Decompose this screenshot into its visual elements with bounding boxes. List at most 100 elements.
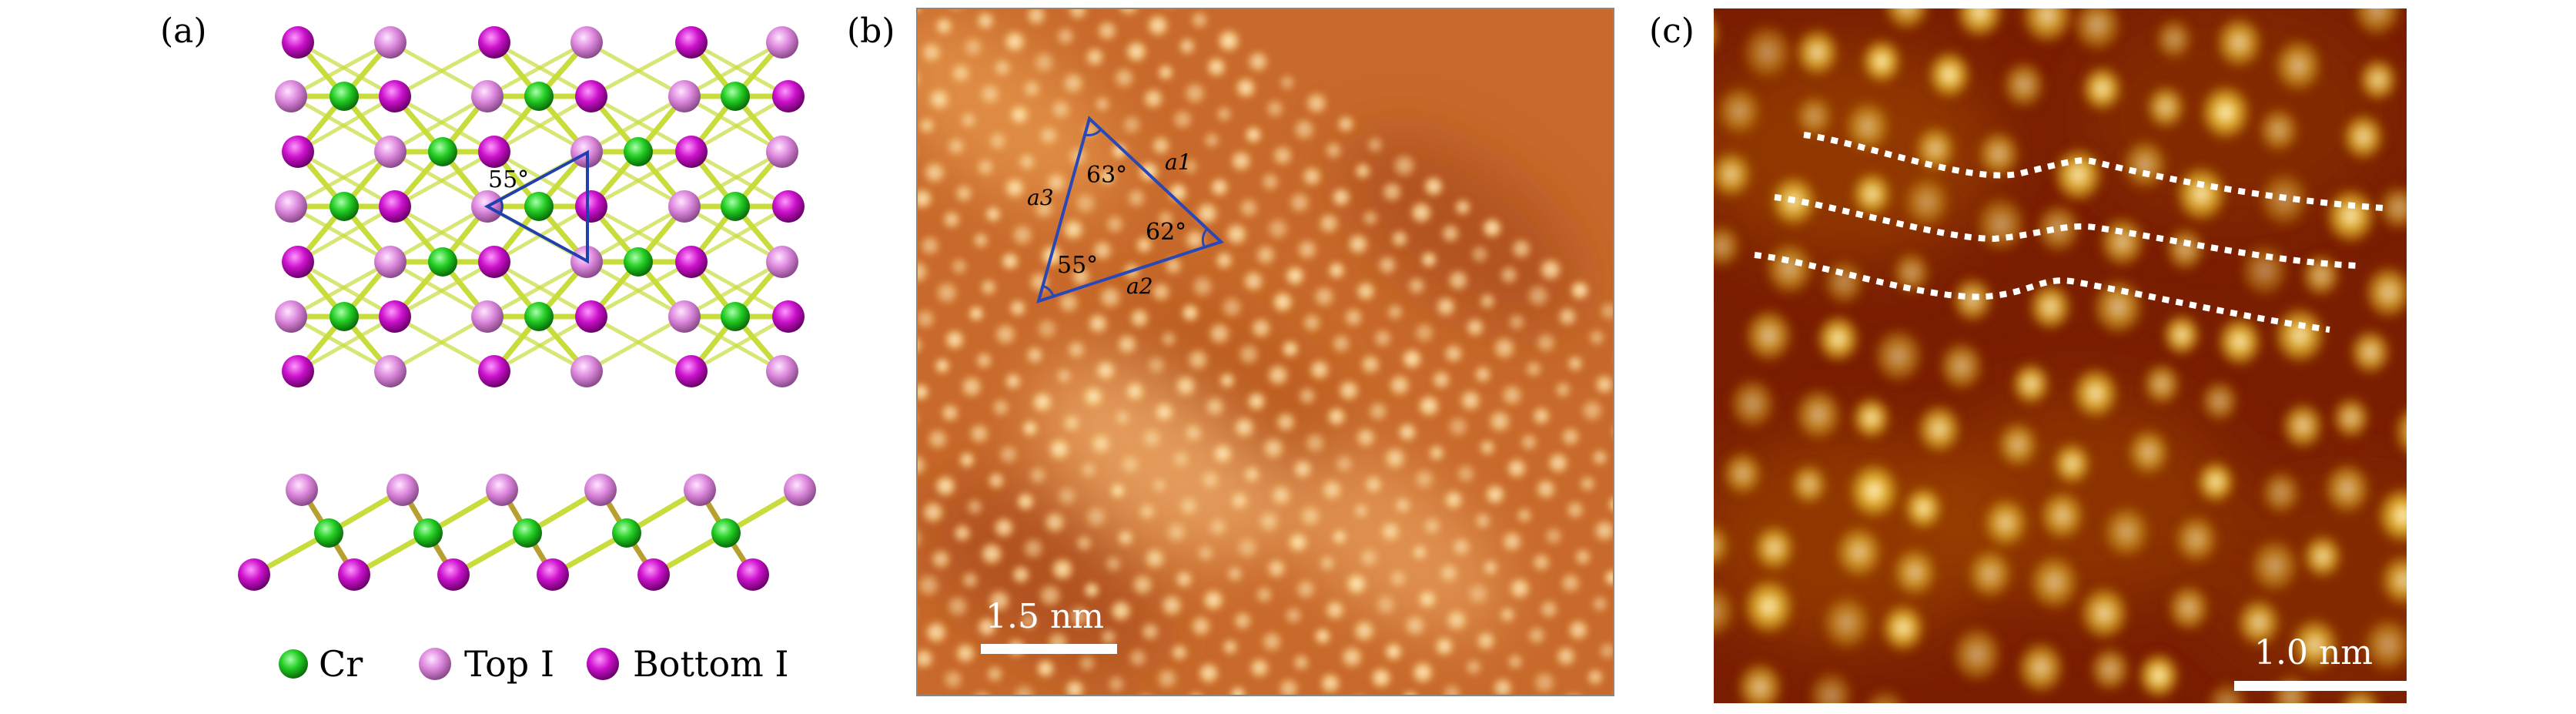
stm-spot [1412, 320, 1437, 345]
stm-spot [1556, 305, 1579, 328]
stm-spot [2348, 327, 2393, 377]
bottom-i-atom [737, 558, 769, 591]
stm-spot [986, 588, 1012, 614]
bond [590, 149, 693, 209]
bond [393, 149, 496, 209]
stm-spot [2101, 503, 2153, 560]
top-i-atom [486, 474, 518, 506]
stm-spot [1597, 300, 1614, 323]
stm-spot [1027, 464, 1049, 486]
stm-spot [917, 572, 942, 598]
stm-spot [932, 356, 952, 376]
stm-spot [1346, 232, 1370, 256]
stm-spot [1453, 197, 1473, 217]
stm-spot [2361, 615, 2407, 675]
stm-spot [1807, 669, 1855, 703]
bond [486, 40, 588, 99]
stm-spot [1260, 171, 1281, 193]
stm-spot [1367, 400, 1390, 423]
bond [289, 149, 392, 209]
stm-spot [1097, 284, 1123, 310]
bond [493, 260, 593, 319]
stm-spot [1234, 535, 1260, 561]
stm-spot [1319, 477, 1345, 503]
bond [389, 94, 489, 154]
stm-spot [1505, 652, 1525, 672]
stm-spot [1106, 674, 1126, 694]
stm-spot [2166, 582, 2212, 633]
stm-spot [1060, 411, 1083, 434]
stm-spot [2136, 651, 2181, 700]
stm-spot [995, 0, 1019, 7]
stm-spot [986, 129, 1009, 153]
stm-spot [1498, 264, 1520, 286]
stm-spot [1206, 515, 1229, 538]
bottom-i-atom [282, 246, 314, 278]
top-i-atom [766, 246, 798, 278]
bond [289, 94, 392, 154]
stm-spot [1430, 368, 1453, 391]
stm-spot [1728, 376, 1778, 431]
stm-spot [1325, 405, 1348, 428]
bottom-i-atom [379, 190, 411, 223]
stm-spot [1176, 35, 1198, 57]
bond [590, 260, 693, 319]
stm-spot [1477, 437, 1497, 458]
stm-spot [2272, 37, 2324, 94]
cr-atom [330, 192, 359, 221]
stm-spot [934, 280, 960, 306]
stm-spot [1066, 603, 1092, 629]
legend-bottom-i-marker [587, 648, 619, 680]
bottom-i-atom [282, 355, 314, 387]
stm-spot [917, 526, 925, 551]
stm-spot [1237, 196, 1260, 220]
bond [590, 94, 693, 154]
stm-spot [1063, 678, 1086, 696]
stm-spot [917, 334, 925, 356]
stm-spot [1751, 522, 1797, 573]
stm-spot [952, 522, 973, 544]
stm-spot [1037, 582, 1063, 608]
stm-spot [1077, 653, 1097, 673]
stm-spot [2216, 315, 2264, 368]
triangle-outline [1036, 116, 1224, 304]
stm-spot [2153, 17, 2194, 62]
angle-arc [1041, 284, 1055, 297]
stm-spot [1743, 307, 1795, 364]
stm-spot [1763, 240, 1815, 297]
stm-spot [1317, 553, 1337, 573]
cr-atom [721, 302, 750, 331]
stm-spot [1133, 234, 1155, 256]
stm-spot [1123, 39, 1149, 65]
stm-spot [1204, 55, 1229, 79]
stm-spot [917, 146, 918, 158]
stm-spot [1842, 99, 1893, 154]
stm-spot [1020, 418, 1040, 438]
bond [493, 40, 593, 99]
stm-spot [1231, 609, 1254, 632]
stm-spot [1263, 97, 1286, 120]
bottom-i-atom [575, 190, 607, 223]
bond [690, 260, 790, 319]
stm-spot [1142, 545, 1168, 572]
stm-spot [917, 646, 936, 671]
cr-atom [513, 518, 542, 548]
stm-spot [1543, 525, 1564, 547]
stm-spot [1526, 625, 1547, 646]
stm-spot [1585, 667, 1605, 687]
stm-spot [1531, 551, 1552, 573]
bottom-i-atom [575, 80, 607, 112]
stm-spot [1015, 491, 1036, 512]
top-i-atom [766, 26, 798, 59]
stm-spot [1173, 373, 1199, 399]
stm-spot [1082, 580, 1102, 600]
bond [690, 94, 790, 154]
stm-spot [1427, 443, 1447, 463]
stm-spot [1083, 45, 1106, 69]
bond [393, 314, 496, 374]
top-view-atoms [275, 26, 805, 387]
stm-spot [1270, 290, 1295, 314]
stm-spot [1788, 462, 1829, 507]
bond [590, 314, 693, 374]
